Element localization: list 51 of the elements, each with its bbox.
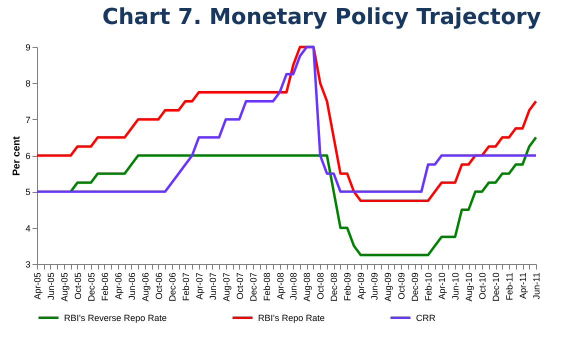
y-tick-label: 8 — [25, 78, 30, 89]
x-tick-label: Aug-06 — [140, 272, 150, 302]
x-tick-label: Dec-10 — [491, 272, 502, 302]
x-tick-label: Jun-08 — [288, 272, 299, 300]
x-tick-label: Feb-06 — [100, 272, 110, 302]
y-tick-label: 9 — [25, 42, 30, 52]
x-tick-label: Dec-06 — [167, 272, 178, 302]
y-tick-label: 5 — [25, 187, 30, 198]
y-tick-label: 6 — [25, 151, 30, 161]
x-tick-label: Oct-06 — [154, 272, 164, 300]
legend-label: CRR — [416, 312, 436, 323]
legend-label: RBI's Repo Rate — [258, 312, 325, 323]
y-tick-label: 3 — [25, 260, 30, 270]
y-tick-label: 7 — [25, 114, 30, 125]
x-tick-label: Oct-05 — [72, 272, 83, 300]
x-tick-label: Feb-07 — [180, 272, 191, 302]
x-tick-label: Dec-05 — [86, 272, 96, 302]
x-tick-label: Dec-07 — [248, 272, 258, 302]
x-tick-label: Feb-11 — [504, 272, 515, 300]
x-tick-label: Dec-08 — [329, 272, 340, 302]
x-tick-label: Oct-09 — [396, 272, 407, 300]
x-tick-label: Jun-05 — [46, 272, 56, 300]
y-axis-title: Per cent — [11, 136, 22, 176]
x-tick-label: Aug-08 — [302, 272, 312, 302]
x-tick-label: Apr-11 — [518, 272, 528, 299]
x-tick-label: Oct-10 — [478, 272, 488, 300]
legend-label: RBI's Reverse Repo Rate — [64, 312, 167, 323]
x-tick-label: Aug-07 — [221, 272, 232, 302]
x-tick-label: Feb-10 — [424, 272, 434, 302]
x-tick-label: Apr-09 — [356, 272, 366, 300]
x-tick-label: Feb-08 — [262, 272, 272, 302]
x-tick-label: Apr-05 — [32, 272, 42, 300]
x-tick-label: Oct-07 — [234, 272, 245, 300]
x-tick-label: Aug-10 — [464, 272, 474, 302]
x-tick-label: Apr-10 — [437, 272, 448, 300]
y-tick-label: 4 — [25, 223, 30, 234]
x-tick-label: Feb-09 — [342, 272, 353, 302]
chart-title: Chart 7. Monetary Policy Trajectory — [102, 5, 541, 30]
x-tick-label: Aug-05 — [59, 272, 70, 302]
x-tick-label: Jun-11 — [532, 272, 542, 300]
x-tick-label: Apr-07 — [194, 272, 204, 300]
x-tick-label: Jun-06 — [126, 272, 137, 300]
x-tick-label: Jun-10 — [450, 272, 461, 300]
x-tick-label: Apr-08 — [275, 272, 286, 300]
x-tick-label: Apr-06 — [113, 272, 124, 300]
x-tick-label: Oct-08 — [316, 272, 326, 300]
line-series — [69, 136, 538, 256]
x-tick-label: Jun-07 — [208, 272, 218, 300]
x-tick-label: Jun-09 — [370, 272, 380, 300]
x-tick-label: Aug-09 — [383, 272, 394, 302]
x-tick-label: Dec-09 — [410, 272, 420, 302]
